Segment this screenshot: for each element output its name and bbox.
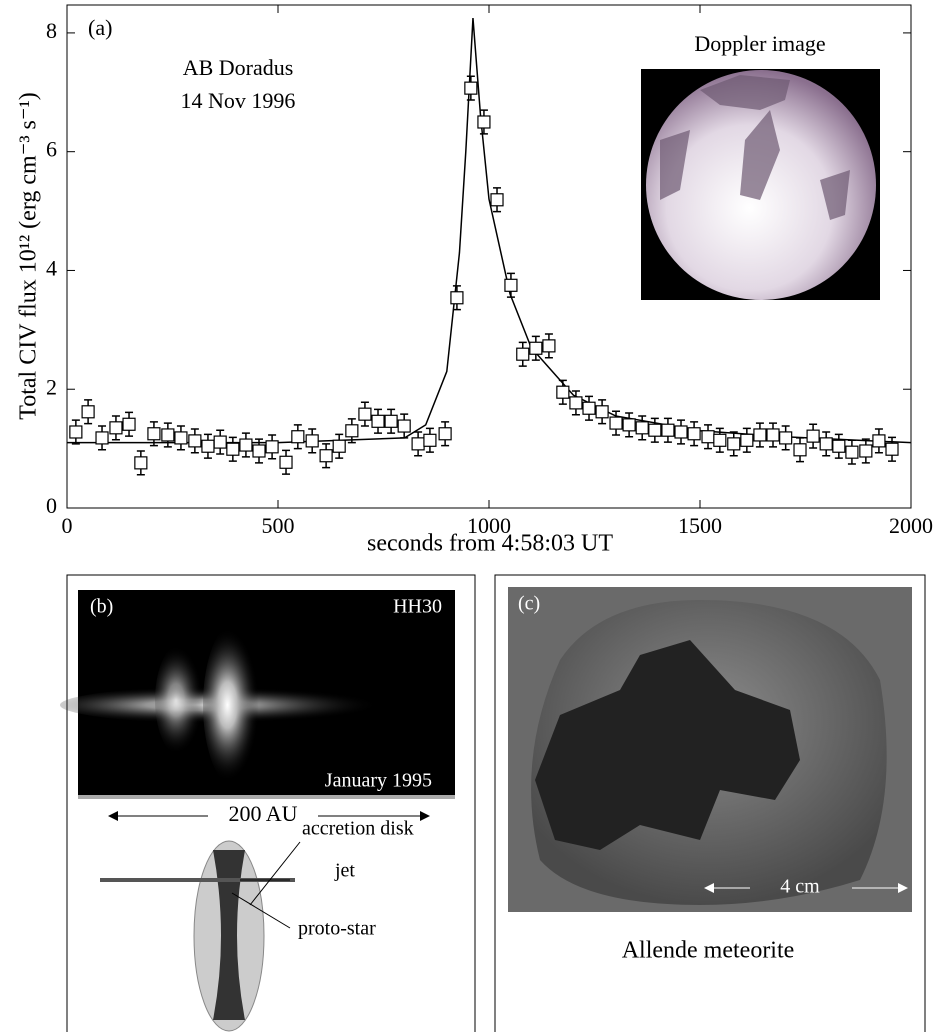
data-point	[123, 418, 135, 430]
data-point	[583, 402, 595, 414]
callout: jet	[334, 860, 355, 882]
callout-line	[250, 842, 300, 905]
data-point	[451, 292, 463, 304]
data-point	[306, 435, 318, 447]
y-axis-label: Total CIV flux 10¹² (erg cm⁻³ s⁻¹)	[16, 92, 42, 420]
data-point	[227, 443, 239, 455]
data-point	[240, 439, 252, 451]
x-tick-label: 0	[62, 513, 73, 538]
data-point	[398, 420, 410, 432]
data-point	[860, 445, 872, 457]
data-point	[517, 348, 529, 360]
data-point	[741, 434, 753, 446]
data-point	[833, 440, 845, 452]
data-point	[412, 438, 424, 450]
scale-label: 200 AU	[228, 801, 297, 826]
data-point	[688, 428, 700, 440]
data-point	[662, 424, 674, 436]
data-point	[424, 434, 436, 446]
data-point	[292, 431, 304, 443]
data-point	[346, 425, 358, 437]
image-edge	[78, 795, 455, 799]
data-point	[767, 429, 779, 441]
figure: (a) AB Doradus 14 Nov 1996 Doppler image…	[0, 0, 942, 1032]
y-tick-label: 2	[46, 374, 57, 399]
panel-label: (b)	[90, 596, 113, 618]
panel-label: (c)	[518, 593, 540, 615]
panel-label: (a)	[88, 15, 112, 40]
y-tick-label: 6	[46, 137, 57, 162]
data-point	[636, 422, 648, 434]
object-label: HH30	[393, 596, 442, 618]
annotation: AB Doradus	[183, 55, 294, 80]
data-point	[570, 397, 582, 409]
data-point	[359, 408, 371, 420]
y-tick-label: 8	[46, 18, 57, 43]
data-point	[557, 386, 569, 398]
data-point	[372, 415, 384, 427]
data-point	[873, 435, 885, 447]
scale-label: 4 cm	[780, 876, 820, 898]
x-tick-label: 2000	[889, 513, 933, 538]
data-point	[846, 446, 858, 458]
data-point	[465, 82, 477, 94]
x-tick-label: 500	[262, 513, 295, 538]
data-point	[110, 422, 122, 434]
data-point	[333, 440, 345, 452]
callout: proto-star	[298, 918, 376, 940]
data-point	[780, 432, 792, 444]
data-point	[623, 419, 635, 431]
y-tick-label: 4	[46, 256, 57, 281]
data-point	[148, 428, 160, 440]
data-point	[754, 429, 766, 441]
date-label: January 1995	[325, 770, 432, 792]
data-point	[505, 279, 517, 291]
inset-title: Doppler image	[694, 31, 825, 56]
data-point	[794, 444, 806, 456]
data-point	[82, 406, 94, 418]
data-point	[530, 342, 542, 354]
data-point	[820, 438, 832, 450]
data-point	[439, 428, 451, 440]
data-point	[253, 445, 265, 457]
data-point	[728, 438, 740, 450]
data-point	[543, 340, 555, 352]
x-tick-label: 1500	[678, 513, 722, 538]
data-point	[886, 443, 898, 455]
data-point	[214, 436, 226, 448]
callout: accretion disk	[302, 818, 414, 840]
data-point	[70, 426, 82, 438]
data-point	[807, 430, 819, 442]
data-point	[175, 432, 187, 444]
data-point	[478, 116, 490, 128]
data-point	[491, 194, 503, 206]
data-point	[96, 432, 108, 444]
data-point	[675, 426, 687, 438]
data-point	[162, 429, 174, 441]
caption: Allende meteorite	[622, 938, 795, 964]
data-point	[714, 434, 726, 446]
data-point	[202, 440, 214, 452]
x-tick-label: 1000	[467, 513, 511, 538]
data-point	[135, 457, 147, 469]
y-tick-label: 0	[46, 493, 57, 518]
data-point	[649, 424, 661, 436]
data-point	[320, 450, 332, 462]
data-point	[596, 406, 608, 418]
data-point	[189, 435, 201, 447]
annotation: 14 Nov 1996	[181, 88, 296, 113]
data-point	[385, 415, 397, 427]
data-point	[610, 417, 622, 429]
data-point	[280, 456, 292, 468]
data-point	[266, 441, 278, 453]
page: (a) AB Doradus 14 Nov 1996 Doppler image…	[0, 0, 942, 1032]
data-point	[702, 431, 714, 443]
jet-knot	[155, 640, 215, 760]
